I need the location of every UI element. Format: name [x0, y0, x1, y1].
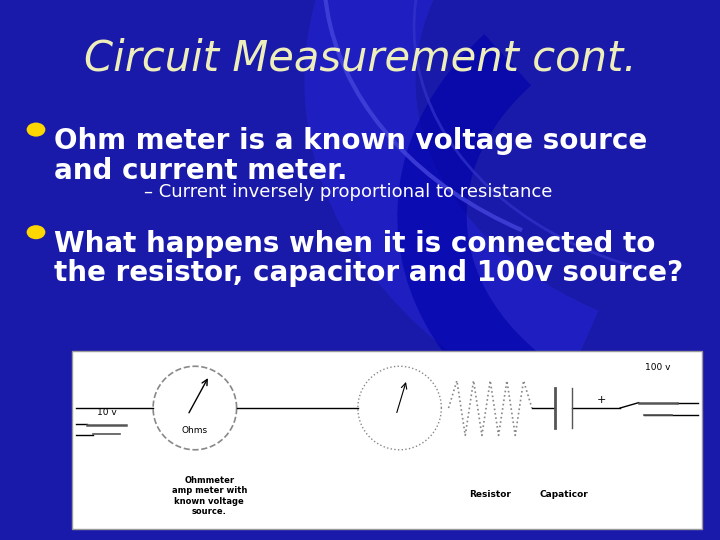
FancyBboxPatch shape	[72, 351, 702, 529]
Text: Circuit Measurement cont.: Circuit Measurement cont.	[84, 38, 636, 80]
Text: Resistor: Resistor	[469, 490, 511, 499]
Text: 10 v: 10 v	[96, 408, 117, 417]
Text: Capaticor: Capaticor	[539, 490, 588, 499]
Text: – Current inversely proportional to resistance: – Current inversely proportional to resi…	[144, 183, 552, 201]
Circle shape	[27, 123, 45, 137]
Text: Ohmmeter
amp meter with
known voltage
source.: Ohmmeter amp meter with known voltage so…	[171, 476, 247, 516]
Circle shape	[27, 225, 45, 239]
Text: and current meter.: and current meter.	[54, 157, 348, 185]
Text: Ohm meter is a known voltage source: Ohm meter is a known voltage source	[54, 127, 647, 155]
Text: the resistor, capacitor and 100v source?: the resistor, capacitor and 100v source?	[54, 259, 683, 287]
Text: 100 v: 100 v	[645, 363, 670, 373]
Text: Ohms: Ohms	[181, 426, 208, 435]
Text: +: +	[596, 395, 606, 405]
Text: What happens when it is connected to: What happens when it is connected to	[54, 230, 655, 258]
